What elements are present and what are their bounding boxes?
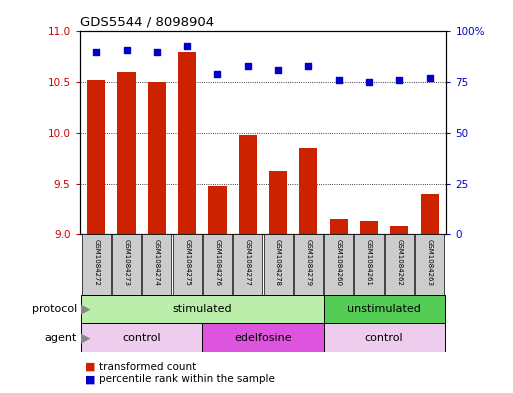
Text: agent: agent <box>45 332 77 343</box>
Point <box>395 77 403 83</box>
Text: GSM1084262: GSM1084262 <box>397 239 402 286</box>
Bar <box>87 80 105 234</box>
Bar <box>269 171 287 234</box>
Point <box>334 77 343 83</box>
Text: GSM1084273: GSM1084273 <box>124 239 129 286</box>
Point <box>213 71 222 77</box>
Point <box>274 67 282 73</box>
Bar <box>354 234 384 295</box>
Point <box>153 49 161 55</box>
Text: stimulated: stimulated <box>172 304 232 314</box>
Text: protocol: protocol <box>32 304 77 314</box>
Point <box>304 63 312 69</box>
Bar <box>142 234 171 295</box>
Bar <box>415 234 444 295</box>
Text: ■: ■ <box>85 362 95 372</box>
Text: GSM1084276: GSM1084276 <box>214 239 221 286</box>
Text: ▶: ▶ <box>81 303 90 316</box>
Bar <box>324 323 445 352</box>
Point <box>365 79 373 85</box>
Text: GSM1084278: GSM1084278 <box>275 239 281 286</box>
Point <box>244 63 252 69</box>
Bar <box>172 234 202 295</box>
Bar <box>203 234 232 295</box>
Text: transformed count: transformed count <box>99 362 196 372</box>
Bar <box>390 226 408 234</box>
Text: GSM1084260: GSM1084260 <box>336 239 342 286</box>
Point <box>92 49 101 55</box>
Bar <box>294 234 323 295</box>
Text: edelfosine: edelfosine <box>234 332 292 343</box>
Point <box>183 42 191 49</box>
Bar <box>117 72 135 234</box>
Text: GSM1084263: GSM1084263 <box>427 239 432 286</box>
Text: GDS5544 / 8098904: GDS5544 / 8098904 <box>80 15 213 28</box>
Bar <box>264 234 292 295</box>
Bar <box>81 295 324 323</box>
Text: control: control <box>365 332 404 343</box>
Bar <box>329 219 348 234</box>
Point <box>123 46 131 53</box>
Point <box>425 75 433 81</box>
Bar <box>360 221 378 234</box>
Bar <box>385 234 414 295</box>
Bar <box>178 52 196 234</box>
Bar <box>233 234 262 295</box>
Bar <box>82 234 111 295</box>
Text: GSM1084274: GSM1084274 <box>154 239 160 286</box>
Bar <box>299 148 318 234</box>
Bar <box>421 194 439 234</box>
Bar <box>324 295 445 323</box>
Text: ■: ■ <box>85 374 95 384</box>
Text: ▶: ▶ <box>81 331 90 344</box>
Bar <box>208 185 227 234</box>
Bar <box>81 323 202 352</box>
Bar <box>202 323 324 352</box>
Bar <box>148 82 166 234</box>
Bar <box>239 135 257 234</box>
Text: GSM1084272: GSM1084272 <box>93 239 99 286</box>
Text: GSM1084277: GSM1084277 <box>245 239 251 286</box>
Text: percentile rank within the sample: percentile rank within the sample <box>99 374 275 384</box>
Text: control: control <box>122 332 161 343</box>
Text: GSM1084261: GSM1084261 <box>366 239 372 286</box>
Text: GSM1084275: GSM1084275 <box>184 239 190 286</box>
Text: GSM1084279: GSM1084279 <box>305 239 311 286</box>
Text: unstimulated: unstimulated <box>347 304 421 314</box>
Bar <box>112 234 141 295</box>
Bar <box>324 234 353 295</box>
